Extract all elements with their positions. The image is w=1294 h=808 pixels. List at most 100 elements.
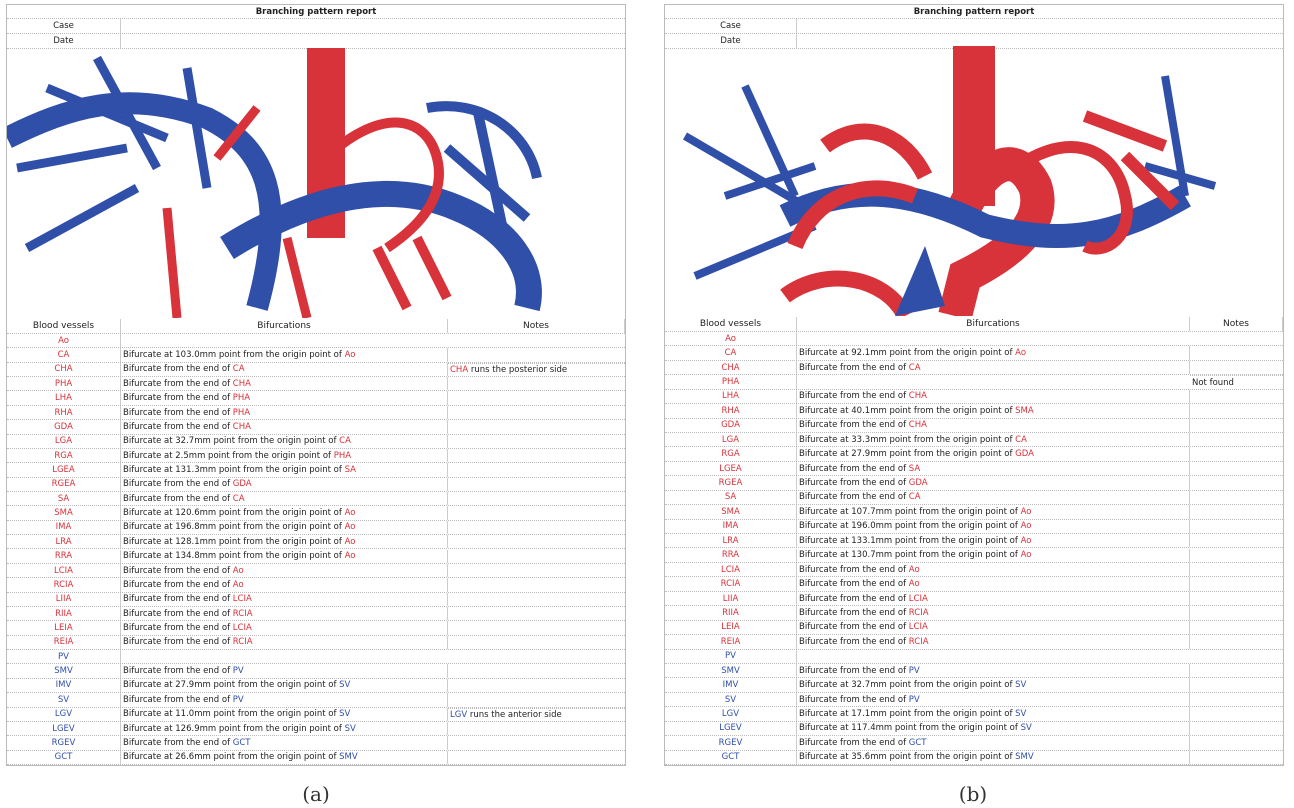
- vessel-name: LGEA: [7, 463, 121, 476]
- bifurcation: Bifurcate from the end of Ao: [121, 578, 448, 591]
- vessel-row: RHABifurcate at 40.1mm point from the or…: [665, 404, 1283, 418]
- vessel-name: RCIA: [7, 578, 121, 591]
- vessel-name: RRA: [665, 549, 797, 562]
- vessel-ref: LCIA: [233, 594, 252, 604]
- bifurcation-text: Bifurcate at 27.9mm point from the origi…: [799, 449, 1015, 459]
- field-label: Date: [7, 34, 121, 48]
- vessel-name: GDA: [7, 420, 121, 433]
- bifurcation: Bifurcate from the end of RCIA: [797, 635, 1190, 648]
- vessel-row: LEIABifurcate from the end of LCIA: [665, 621, 1283, 635]
- vessel-row: LGABifurcate at 32.7mm point from the or…: [7, 435, 625, 449]
- vessel-row: RGEABifurcate from the end of GDA: [665, 476, 1283, 490]
- vessel-row: CHABifurcate from the end of CA: [665, 361, 1283, 375]
- vessel-ref: SA: [909, 464, 920, 474]
- vessel-ref: Ao: [345, 508, 356, 518]
- bifurcation: Bifurcate from the end of PHA: [121, 391, 448, 404]
- vessel-ref: Ao: [233, 566, 244, 576]
- note: LGV runs the anterior side: [448, 708, 625, 721]
- vessel-name: GDA: [665, 419, 797, 432]
- bifurcation: Bifurcate at 196.8mm point from the orig…: [121, 521, 448, 534]
- bifurcation-text: Bifurcate from the end of: [799, 695, 909, 705]
- vessel-ref: PV: [909, 695, 920, 705]
- bifurcation-text: Bifurcate at 126.9mm point from the orig…: [123, 724, 345, 734]
- vessel-name: CA: [7, 348, 121, 361]
- vessel-row: PHANot found: [665, 375, 1283, 389]
- field-label: Case: [665, 19, 797, 33]
- bifurcation-text: Bifurcate from the end of: [123, 609, 233, 619]
- bifurcation: Bifurcate from the end of CA: [797, 361, 1190, 374]
- bifurcation-text: Bifurcate from the end of: [799, 579, 909, 589]
- bifurcation-text: Bifurcate from the end of: [799, 478, 909, 488]
- vessel-name: LEIA: [7, 621, 121, 634]
- vessel-name: LCIA: [7, 564, 121, 577]
- bifurcation: Bifurcate at 134.8mm point from the orig…: [121, 550, 448, 563]
- bifurcation: Bifurcate at 128.1mm point from the orig…: [121, 535, 448, 548]
- bifurcation-text: Bifurcate at 32.7mm point from the origi…: [123, 436, 339, 446]
- vessel-name: LRA: [7, 535, 121, 548]
- bifurcation: Bifurcate at 27.9mm point from the origi…: [797, 447, 1190, 460]
- vessel-ref: Ao: [345, 350, 356, 360]
- vessel-ref: CA: [233, 494, 245, 504]
- vessel-name: IMV: [7, 679, 121, 692]
- vessel-ref: CHA: [233, 422, 251, 432]
- bifurcation-text: Bifurcate at 33.3mm point from the origi…: [799, 435, 1015, 445]
- bifurcation-text: Bifurcate at 196.8mm point from the orig…: [123, 522, 345, 532]
- date-row: Date: [7, 34, 625, 49]
- vessel-name: SMA: [665, 505, 797, 518]
- bifurcation: Bifurcate from the end of RCIA: [797, 606, 1190, 619]
- vessel-ref: LCIA: [909, 622, 928, 632]
- bifurcation-text: Bifurcate from the end of: [123, 738, 233, 748]
- vessel-ref: CA: [909, 363, 921, 373]
- bifurcation-text: Bifurcate from the end of: [799, 594, 909, 604]
- bifurcation-text: Bifurcate at 120.6mm point from the orig…: [123, 508, 345, 518]
- title-row: Branching pattern report: [665, 5, 1283, 19]
- vessel-row: LGEABifurcate from the end of SA: [665, 462, 1283, 476]
- bifurcation: Bifurcate at 131.3mm point from the orig…: [121, 463, 448, 476]
- bifurcation: Bifurcate at 117.4mm point from the orig…: [797, 722, 1190, 735]
- vessel-name: LGEV: [7, 722, 121, 735]
- bifurcation-text: Bifurcate from the end of: [799, 420, 909, 430]
- vessel-row: LGEVBifurcate at 126.9mm point from the …: [7, 722, 625, 736]
- vessel-ref: RCIA: [909, 608, 929, 618]
- case-row: Case: [665, 19, 1283, 34]
- vessel-row: IMABifurcate at 196.0mm point from the o…: [665, 520, 1283, 534]
- caption: (b): [959, 782, 987, 806]
- vessel-row: SMABifurcate at 107.7mm point from the o…: [665, 505, 1283, 519]
- bifurcation-text: Bifurcate from the end of: [799, 391, 909, 401]
- bifurcation-text: Bifurcate from the end of: [123, 364, 233, 374]
- vessel-name: RGA: [7, 449, 121, 462]
- vessel-name: SA: [7, 492, 121, 505]
- bifurcation: Bifurcate from the end of PV: [797, 693, 1190, 706]
- vessel-ref: CA: [1015, 435, 1027, 445]
- vessel-ref: SMA: [1015, 406, 1034, 416]
- bifurcation-text: Bifurcate from the end of: [123, 637, 233, 647]
- bifurcation: Bifurcate at 2.5mm point from the origin…: [121, 449, 448, 462]
- bifurcation-text: Bifurcate from the end of: [799, 666, 909, 676]
- bifurcation: Bifurcate at 196.0mm point from the orig…: [797, 520, 1190, 533]
- vessel-ref: PHA: [334, 451, 351, 461]
- vessel-name: LGEA: [665, 462, 797, 475]
- figure: {"panels": [ {"title": "Branching patter…: [0, 0, 1294, 808]
- vessel-name: RIIA: [665, 606, 797, 619]
- title-row: Branching pattern report: [7, 5, 625, 19]
- bifurcation-text: Bifurcate at 196.0mm point from the orig…: [799, 521, 1021, 531]
- vessel-name: PHA: [7, 377, 121, 390]
- vessel-ref: LGV: [450, 710, 467, 720]
- vessel-name: LGV: [7, 708, 121, 721]
- vessel-ref: CHA: [233, 379, 251, 389]
- case-row: Case: [7, 19, 625, 34]
- vessel-ref: SA: [345, 465, 356, 475]
- column-header: Notes: [1190, 317, 1283, 331]
- vessel-name: SV: [665, 693, 797, 706]
